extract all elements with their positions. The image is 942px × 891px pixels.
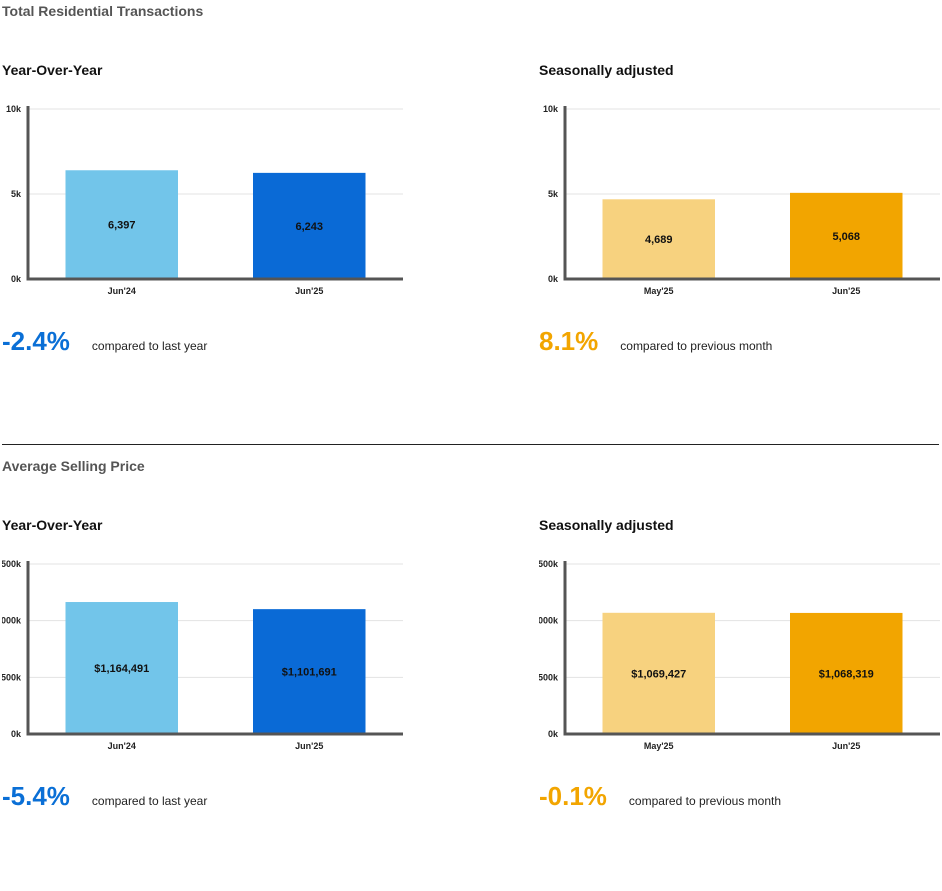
section-title-average-price: Average Selling Price — [2, 458, 145, 474]
bar-chart-price-yoy: 0k 500k 1000k 1500k $1,164,491 Jun'24 $1,101,6… — [0, 551, 404, 756]
bar-value-label: 4,689 — [645, 234, 673, 246]
bar — [253, 172, 366, 279]
panel-title: Seasonally adjusted — [539, 62, 674, 78]
y-tick-label: 1500k — [539, 559, 559, 569]
panel-title: Year-Over-Year — [2, 517, 103, 533]
stat-row: 8.1% compared to previous month — [539, 326, 772, 357]
x-tick-label: May'25 — [644, 741, 674, 751]
chart-svg: 0k 5k 10k 6,397 Jun'24 6,243 Jun'25 — [6, 104, 403, 296]
y-tick-label: 0k — [11, 274, 22, 284]
panel-title: Year-Over-Year — [2, 62, 103, 78]
x-tick-label: Jun'24 — [108, 286, 136, 296]
panel-title: Seasonally adjusted — [539, 517, 674, 533]
bar — [65, 602, 178, 734]
x-tick-label: May'25 — [644, 286, 674, 296]
bar — [790, 612, 903, 734]
stat-row: -2.4% compared to last year — [2, 326, 207, 357]
y-tick-label: 5k — [548, 189, 559, 199]
compare-label: compared to previous month — [628, 794, 782, 808]
bar-value-label: $1,069,427 — [631, 668, 686, 680]
change-percent: -0.1% — [539, 781, 607, 811]
x-tick-label: Jun'25 — [295, 286, 323, 296]
panel-transactions-yoy: Year-Over-Year 0k 5k 10k 6,397 Jun'24 6,243 Ju… — [2, 62, 404, 362]
bar-chart-transactions-seasonal: 0k 5k 10k 4,689 May'25 5,068 Jun'25 — [539, 96, 941, 301]
panel-price-seasonal: Seasonally adjusted 0k 500k 1000k 1500k $1,0… — [533, 517, 941, 817]
y-tick-label: 500k — [2, 672, 22, 682]
change-percent: -2.4% — [2, 326, 70, 356]
bar-value-label: $1,068,319 — [819, 668, 874, 680]
bar — [790, 192, 903, 279]
compare-label: compared to last year — [91, 339, 208, 353]
bar — [65, 170, 178, 279]
y-tick-label: 0k — [548, 729, 559, 739]
section-title-transactions: Total Residential Transactions — [2, 3, 204, 19]
stat-row: -5.4% compared to last year — [2, 781, 207, 812]
y-tick-label: 1000k — [539, 616, 559, 626]
y-tick-label: 10k — [6, 104, 22, 114]
bar-chart-transactions-yoy: 0k 5k 10k 6,397 Jun'24 6,243 Jun'25 — [2, 96, 404, 301]
y-tick-label: 1000k — [2, 616, 22, 626]
bar-value-label: $1,164,491 — [94, 663, 149, 675]
y-tick-label: 10k — [543, 104, 559, 114]
panel-price-yoy: Year-Over-Year 0k 500k 1000k 1500k $1,164,49… — [0, 517, 404, 817]
bar-value-label: 6,397 — [108, 220, 136, 232]
bar — [602, 199, 715, 279]
y-tick-label: 0k — [11, 729, 22, 739]
bar-value-label: 6,243 — [295, 221, 323, 233]
change-percent: -5.4% — [2, 781, 70, 811]
stat-row: -0.1% compared to previous month — [539, 781, 781, 812]
panel-transactions-seasonal: Seasonally adjusted 0k 5k 10k 4,689 May'25 5,… — [539, 62, 941, 362]
compare-label: compared to last year — [91, 794, 208, 808]
bar — [253, 609, 366, 734]
y-tick-label: 1500k — [2, 559, 22, 569]
chart-svg: 0k 500k 1000k 1500k $1,069,427 May'25 $1,068,3… — [533, 559, 940, 751]
chart-svg: 0k 5k 10k 4,689 May'25 5,068 Jun'25 — [543, 104, 940, 296]
section-divider — [2, 444, 939, 445]
y-tick-label: 0k — [548, 274, 559, 284]
x-tick-label: Jun'25 — [832, 286, 860, 296]
bar-value-label: 5,068 — [832, 231, 860, 243]
x-tick-label: Jun'24 — [108, 741, 136, 751]
x-tick-label: Jun'25 — [295, 741, 323, 751]
chart-svg: 0k 500k 1000k 1500k $1,164,491 Jun'24 $1,101,6… — [0, 559, 403, 751]
bar — [602, 612, 715, 734]
bar-chart-price-seasonal: 0k 500k 1000k 1500k $1,069,427 May'25 $1,068,3… — [533, 551, 941, 756]
compare-label: compared to previous month — [620, 339, 773, 353]
bar-value-label: $1,101,691 — [282, 667, 337, 679]
x-tick-label: Jun'25 — [832, 741, 860, 751]
y-tick-label: 500k — [539, 672, 559, 682]
y-tick-label: 5k — [11, 189, 22, 199]
change-percent: 8.1% — [539, 326, 599, 356]
